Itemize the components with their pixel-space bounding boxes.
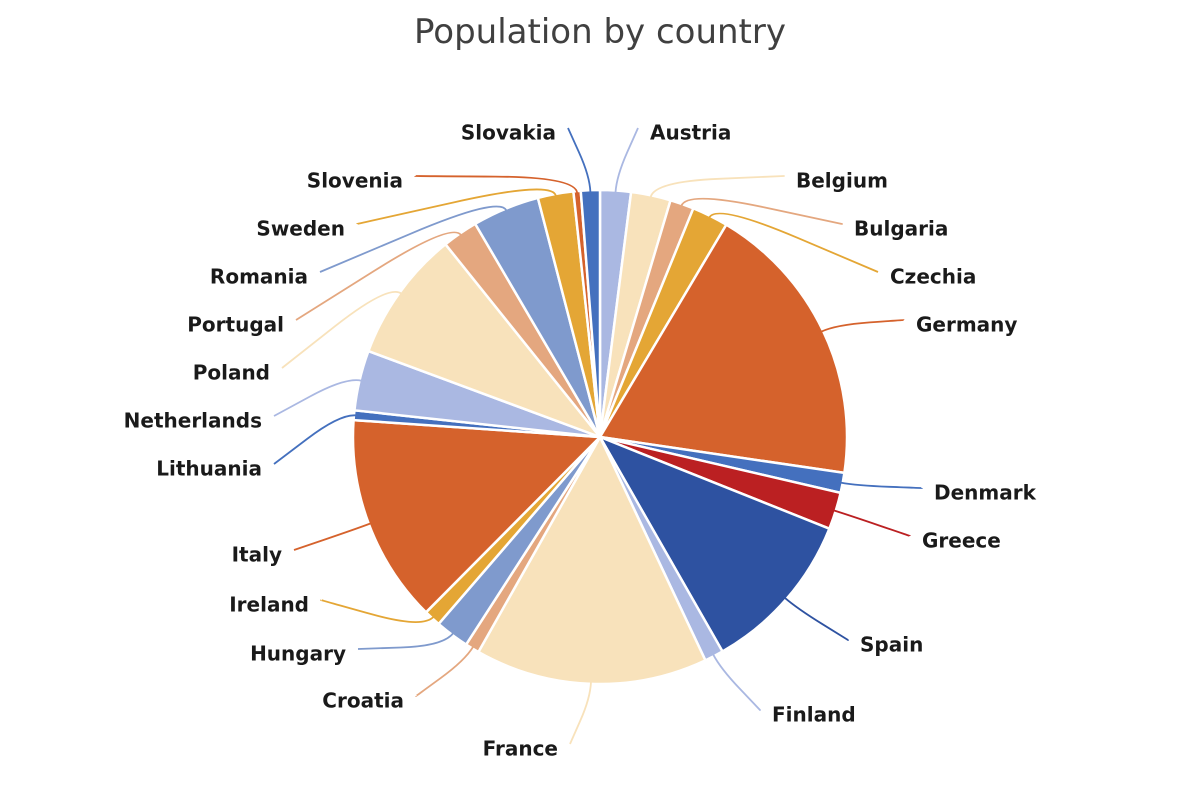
labels-layer: Austria Belgium Bulgaria Czechia Germany Denm… [124,121,1037,761]
leader-line-czechia [708,212,879,273]
slice-label-portugal: Portugal [187,313,284,337]
leader-line-germany [820,319,905,333]
leader-line-slovenia [414,175,579,194]
slice-label-bulgaria: Bulgaria [854,217,948,241]
slice-label-belgium: Belgium [796,169,888,193]
leader-lines-layer [273,127,923,745]
slice-label-italy: Italy [232,543,282,567]
slice-label-germany: Germany [916,313,1017,337]
leader-line-greece [833,509,911,537]
slice-label-hungary: Hungary [250,642,346,666]
slice-label-ireland: Ireland [229,593,309,617]
leader-line-netherlands [273,379,362,417]
slice-label-finland: Finland [772,703,856,727]
slice-label-denmark: Denmark [934,481,1037,505]
leader-line-romania [319,205,508,273]
leader-line-poland [281,291,402,369]
slice-label-czechia: Czechia [890,265,976,289]
slice-label-spain: Spain [860,633,923,657]
slice-label-slovenia: Slovenia [307,169,403,193]
slice-label-sweden: Sweden [256,217,345,241]
slice-label-netherlands: Netherlands [124,409,262,433]
slice-label-romania: Romania [210,265,308,289]
leader-line-sweden [356,188,557,225]
leader-line-bulgaria [680,197,843,225]
leader-line-lithuania [273,414,357,465]
chart-title: Population by country [414,12,786,52]
slice-label-croatia: Croatia [322,689,404,713]
slice-label-greece: Greece [922,529,1001,553]
leader-line-hungary [357,632,454,650]
slice-label-slovakia: Slovakia [461,121,556,145]
slice-label-poland: Poland [193,361,270,385]
leader-line-austria [614,127,639,193]
leader-line-belgium [649,175,785,198]
leader-line-portugal [295,231,462,321]
slice-label-austria: Austria [650,121,731,145]
leader-line-denmark [840,481,923,489]
leader-line-slovakia [567,127,592,193]
leader-line-finland [712,653,761,711]
slices-layer [351,188,849,686]
slice-label-france: France [483,737,558,761]
leader-line-italy [293,522,372,551]
leader-line-france [569,681,592,745]
leader-line-ireland [320,599,435,623]
leader-line-croatia [415,646,474,697]
leader-line-spain [784,597,849,641]
slice-label-lithuania: Lithuania [156,457,262,481]
